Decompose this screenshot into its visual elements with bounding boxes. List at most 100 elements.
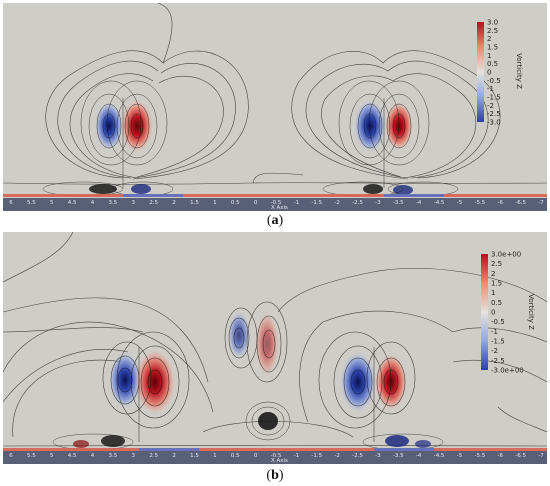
x-tick-label: -3.5	[393, 453, 404, 459]
x-tick-label: 2.5	[149, 453, 158, 459]
x-tick-label: 1	[213, 200, 217, 206]
x-tick-label: -0.5	[271, 200, 282, 206]
x-tick-label: 0	[254, 200, 258, 206]
x-tick-label: -3	[375, 453, 381, 459]
x-tick-label: 1.5	[190, 453, 199, 459]
x-tick-label: 3	[132, 200, 136, 206]
x-axis-ticks-a: 6 5.5 5 4.5 4 3.5 3 2.5 2 1.5 1 0.5 0 -0.5 -1 -1.5 -2 -2.…	[9, 200, 544, 206]
vortex-positive-center-b	[255, 312, 279, 376]
colorbar-tick-label: 1	[491, 289, 495, 297]
streamlines-a	[3, 3, 547, 185]
x-tick-label: 4.5	[68, 453, 77, 459]
x-tick-label: 3	[132, 453, 136, 459]
colorbar-tick-label: 0	[491, 309, 495, 317]
x-axis-title-b: X Axis	[271, 458, 288, 464]
vortex-center-dark-b	[258, 412, 278, 430]
vorticity-plot-b: 6 5.5 5 4.5 4 3.5 3 2.5 2 1.5 1 0.5 0 -0.5 -1 -1.5 -2 -2.…	[3, 232, 547, 464]
x-tick-label: 6	[9, 200, 13, 206]
x-tick-label: -1.5	[311, 200, 322, 206]
x-tick-label: 5	[50, 200, 54, 206]
x-tick-label: -6.5	[515, 453, 526, 459]
colorbar-tick-label: -3.0	[487, 119, 501, 127]
streamlines-b	[3, 232, 547, 447]
secondary-vortices-b	[52, 433, 444, 451]
vortex-contours-a	[80, 80, 430, 188]
x-tick-label: -2	[334, 200, 339, 206]
x-tick-label: -5	[457, 453, 463, 459]
vorticity-plot-a: 6 5.5 5 4.5 4 3.5 3 2.5 2 1.5 1 0.5 0 -0.5 -1 -1.5 -2 -2.…	[3, 3, 547, 211]
colorbar-tick-label: -2	[487, 102, 494, 110]
x-tick-label: -3.5	[393, 200, 404, 206]
colorbar-b	[481, 254, 488, 370]
x-tick-label: 4.5	[68, 200, 77, 206]
x-tick-label: -7	[538, 453, 544, 459]
x-tick-label: -2	[334, 453, 339, 459]
colorbar-tick-label: 1.5	[487, 44, 498, 52]
x-axis-bar-b	[3, 451, 547, 464]
colorbar-tick-label: 2	[491, 270, 495, 278]
x-tick-label: -5	[457, 200, 463, 206]
colorbar-tick-label: -1.5	[487, 94, 501, 102]
x-tick-label: 3.5	[109, 453, 118, 459]
x-axis-ticks-b: 6 5.5 5 4.5 4 3.5 3 2.5 2 1.5 1 0.5 0 -0.5 -1 -1.5 -2 -2.…	[9, 453, 544, 459]
colorbar-tick-label: 3.0	[487, 19, 498, 27]
x-tick-label: 6	[9, 453, 13, 459]
vortex-negative-right-b	[340, 352, 376, 412]
x-axis-bar-a	[3, 198, 547, 211]
x-tick-label: -6	[497, 453, 503, 459]
vortex-positive-left-a	[121, 100, 153, 152]
x-tick-label: -4.5	[434, 200, 445, 206]
x-tick-label: -2.5	[352, 453, 363, 459]
wall-layer-b	[3, 448, 547, 451]
x-tick-label: 0.5	[231, 453, 240, 459]
x-tick-label: -2.5	[352, 200, 363, 206]
x-tick-label: 0.5	[231, 200, 240, 206]
colorbar-tick-label: -1.5	[491, 338, 505, 346]
colorbar-tick-label: 0.5	[487, 60, 498, 68]
x-tick-label: -3	[375, 200, 381, 206]
vortex-negative-left-a	[95, 102, 123, 150]
colorbar-ticks-a: 3.02.521.510.50-0.5-1-1.5-2-2.5-3.0	[487, 19, 501, 127]
vorticity-figure-a: 6 5.5 5 4.5 4 3.5 3 2.5 2 1.5 1 0.5 0 -0.5 -1 -1.5 -2 -2.…	[3, 3, 547, 211]
colorbar-tick-label: -0.5	[491, 318, 505, 326]
vortex-negative-center-b	[228, 311, 250, 359]
colorbar-tick-label: -2.5	[487, 110, 501, 118]
colorbar-tick-label: 0.5	[491, 299, 502, 307]
x-tick-label: -6.5	[515, 200, 526, 206]
colorbar-tick-label: -1	[491, 328, 498, 336]
x-tick-label: 4	[91, 200, 95, 206]
x-tick-label: -6	[497, 200, 503, 206]
x-tick-label: 2	[172, 453, 176, 459]
colorbar-tick-label: -2.5	[491, 357, 505, 365]
x-axis-title-a: X Axis	[271, 205, 288, 211]
caption-b: (b)	[266, 468, 284, 483]
x-tick-label: 5.5	[27, 453, 36, 459]
x-tick-label: -0.5	[271, 453, 282, 459]
x-tick-label: 3.5	[109, 200, 118, 206]
x-tick-label: -1.5	[311, 453, 322, 459]
x-tick-label: 1.5	[190, 200, 199, 206]
x-tick-label: 1	[213, 453, 217, 459]
wall-layer-a	[3, 194, 547, 197]
secondary-vortices-a	[42, 181, 459, 197]
colorbar-ticks-b: 3.0e+002.5 2 1.51 0.5 0-0.5 -1 -1.5-2 -2.5 -3.0e…	[491, 251, 524, 375]
vortex-negative-left-b	[109, 352, 141, 408]
colorbar-tick-label: 0	[487, 69, 491, 77]
colorbar-tick-label: 2.5	[487, 27, 498, 35]
caption-a: (a)	[266, 213, 284, 228]
x-tick-label: -5.5	[474, 200, 485, 206]
x-tick-label: -7	[538, 200, 544, 206]
vorticity-figure-b: 6 5.5 5 4.5 4 3.5 3 2.5 2 1.5 1 0.5 0 -0.5 -1 -1.5 -2 -2.…	[3, 232, 547, 464]
colorbar-tick-label: 3.0e+00	[491, 251, 521, 259]
x-tick-label: 5	[50, 453, 54, 459]
x-tick-label: -4	[416, 200, 422, 206]
colorbar-title-b: Vorticity Z	[527, 294, 535, 330]
colorbar-tick-label: -3.0e+00	[491, 367, 524, 375]
x-tick-label: 0	[254, 453, 258, 459]
colorbar-tick-label: -1	[487, 85, 494, 93]
colorbar-tick-label: 2	[487, 35, 491, 43]
x-tick-label: -1	[294, 453, 299, 459]
colorbar-a	[477, 22, 484, 122]
x-tick-label: 2.5	[149, 200, 158, 206]
colorbar-tick-label: 1	[487, 52, 491, 60]
